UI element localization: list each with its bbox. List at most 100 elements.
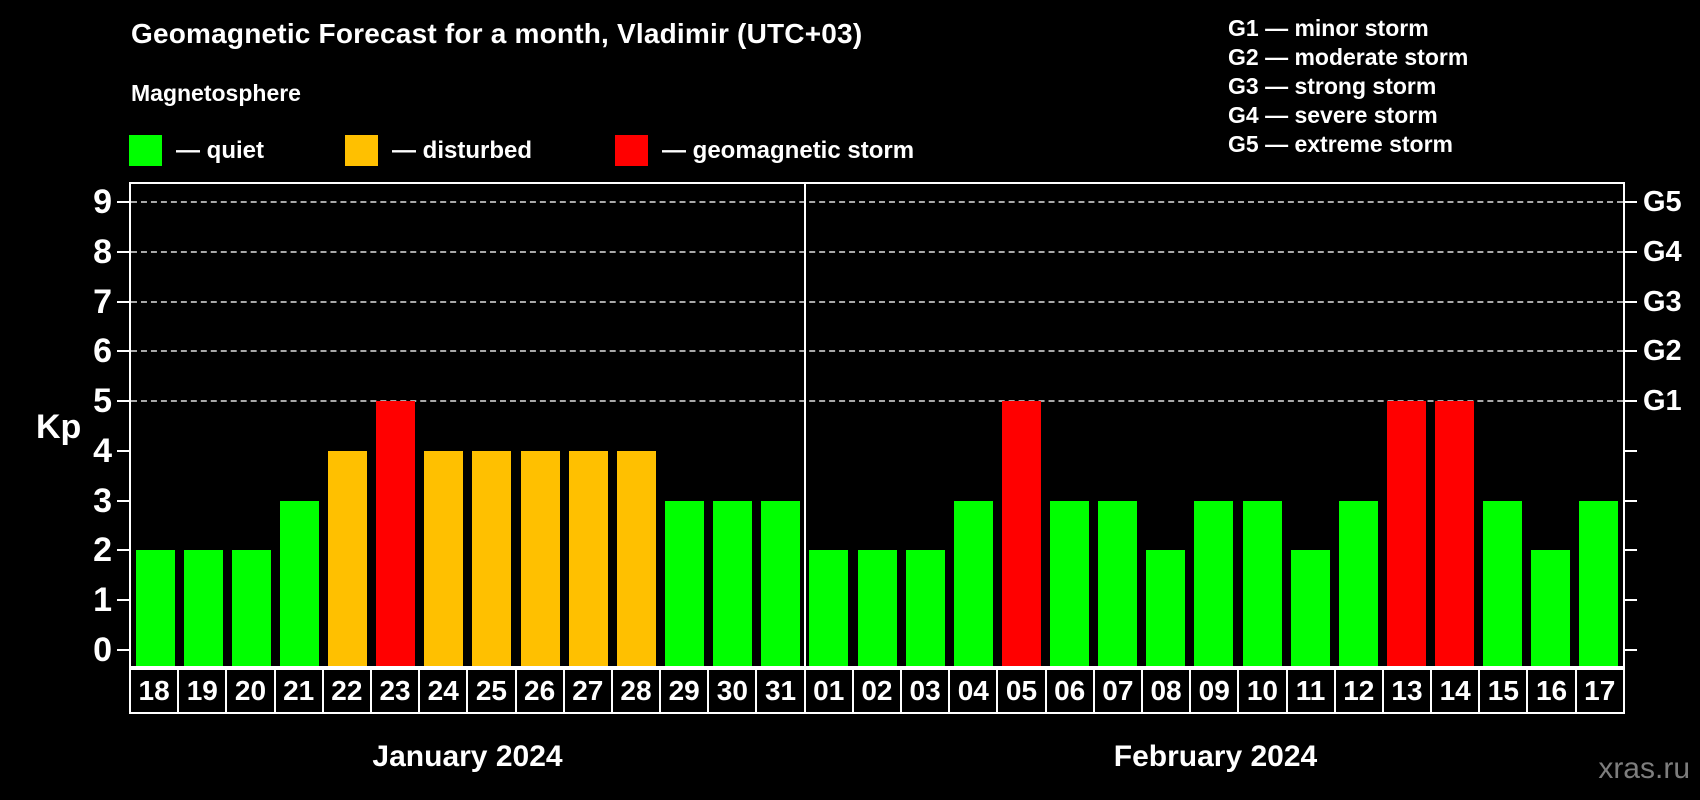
kp-bar-31 xyxy=(761,501,800,666)
quiet-color-swatch-icon xyxy=(129,134,162,166)
day-label-26: 26 xyxy=(516,668,565,714)
gridline-kp7 xyxy=(131,300,1623,303)
kp-bar-13 xyxy=(1387,401,1426,666)
page-title: Geomagnetic Forecast for a month, Vladim… xyxy=(131,18,863,49)
y-tick-label-8: 8 xyxy=(93,232,112,271)
kp-bar-10 xyxy=(1243,501,1282,666)
kp-bar-09 xyxy=(1194,501,1233,666)
day-label-20: 20 xyxy=(227,668,276,714)
y-axis-tick-right-4 xyxy=(1625,449,1637,452)
gridline-kp5 xyxy=(131,400,1623,403)
kp-bar-12 xyxy=(1339,501,1378,666)
kp-bar-26 xyxy=(521,451,560,666)
y-axis-tick-left-9 xyxy=(117,201,129,203)
y-axis-tick-right-3 xyxy=(1625,499,1637,502)
g-scale-label-g2: G2 xyxy=(1643,335,1682,368)
y-tick-label-3: 3 xyxy=(93,481,112,520)
kp-bar-28 xyxy=(617,451,656,666)
kp-bar-21 xyxy=(280,501,319,666)
y-tick-label-4: 4 xyxy=(93,431,112,470)
day-label-28: 28 xyxy=(612,668,662,714)
gridline-kp8 xyxy=(131,250,1623,253)
day-label-13: 13 xyxy=(1383,668,1433,714)
kp-bar-22 xyxy=(328,451,367,666)
g-scale-label-g3: G3 xyxy=(1643,285,1682,318)
y-tick-label-2: 2 xyxy=(93,531,112,570)
y-tick-label-0: 0 xyxy=(93,631,112,669)
day-label-24: 24 xyxy=(420,668,469,714)
kp-bar-27 xyxy=(569,451,608,666)
kp-bar-16 xyxy=(1531,550,1570,666)
y-axis-tick-right-0 xyxy=(1625,649,1637,651)
g1-legend-line: G1 — minor storm xyxy=(1228,15,1429,41)
day-label-25: 25 xyxy=(468,668,517,714)
g-scale-legend: G1 — minor storm G2 — moderate storm G3 … xyxy=(1228,14,1468,159)
kp-bar-30 xyxy=(713,501,752,666)
day-label-21: 21 xyxy=(275,668,324,714)
day-label-01: 01 xyxy=(805,668,854,714)
y-axis-tick-right-9 xyxy=(1625,201,1637,203)
kp-bar-14 xyxy=(1435,401,1474,666)
month-divider xyxy=(804,184,806,666)
kp-bar-06 xyxy=(1050,501,1089,666)
y-axis-tick-left-3 xyxy=(117,499,129,502)
day-label-29: 29 xyxy=(661,668,710,714)
y-tick-label-9: 9 xyxy=(93,183,112,221)
g-scale-label-g5: G5 xyxy=(1643,186,1682,218)
day-label-22: 22 xyxy=(323,668,372,714)
day-label-02: 02 xyxy=(853,668,902,714)
legend-item-storm: — geomagnetic storm xyxy=(615,134,914,166)
g4-legend-line: G4 — severe storm xyxy=(1228,102,1438,128)
y-axis-tick-right-2 xyxy=(1625,549,1637,552)
day-label-14: 14 xyxy=(1432,668,1481,714)
kp-bar-05 xyxy=(1002,401,1041,666)
disturbed-color-swatch-icon xyxy=(345,134,378,166)
y-axis-tick-left-6 xyxy=(117,350,129,353)
day-label-31: 31 xyxy=(757,668,806,714)
kp-bar-23 xyxy=(376,401,415,666)
kp-bar-25 xyxy=(472,451,511,666)
y-axis-tick-left-1 xyxy=(117,599,129,602)
month-label-february: February 2024 xyxy=(1113,740,1318,773)
y-axis-tick-right-5 xyxy=(1625,400,1637,403)
day-label-15: 15 xyxy=(1480,668,1529,714)
y-axis-tick-left-8 xyxy=(117,250,129,253)
day-label-06: 06 xyxy=(1046,668,1095,714)
g-scale-label-g1: G1 xyxy=(1643,385,1682,418)
y-axis-tick-right-6 xyxy=(1625,350,1637,353)
legend-quiet-label: — quiet xyxy=(176,136,264,164)
g5-legend-line: G5 — extreme storm xyxy=(1228,131,1453,157)
day-label-27: 27 xyxy=(564,668,613,714)
day-label-23: 23 xyxy=(371,668,421,714)
day-label-09: 09 xyxy=(1191,668,1240,714)
kp-bar-03 xyxy=(906,550,945,666)
day-label-03: 03 xyxy=(902,668,951,714)
y-axis-tick-left-5 xyxy=(117,400,129,403)
day-label-18: 18 xyxy=(129,668,180,714)
legend-disturbed-label: — disturbed xyxy=(392,136,533,164)
kp-bar-07 xyxy=(1098,501,1137,666)
g-scale-label-g4: G4 xyxy=(1643,235,1682,268)
magnetosphere-subtitle: Magnetosphere xyxy=(131,80,301,106)
day-label-11: 11 xyxy=(1287,668,1336,714)
kp-bar-20 xyxy=(232,550,271,666)
day-label-04: 04 xyxy=(950,668,999,714)
y-tick-label-1: 1 xyxy=(93,581,112,620)
kp-bar-18 xyxy=(136,550,175,666)
kp-bar-08 xyxy=(1146,550,1185,666)
day-label-30: 30 xyxy=(709,668,758,714)
plot-area xyxy=(129,182,1625,668)
y-axis-tick-right-1 xyxy=(1625,599,1637,602)
kp-bar-11 xyxy=(1291,550,1330,666)
kp-bar-15 xyxy=(1483,501,1522,666)
g3-legend-line: G3 — strong storm xyxy=(1228,73,1437,99)
kp-bar-17 xyxy=(1579,501,1618,666)
legend-storm-label: — geomagnetic storm xyxy=(662,136,915,164)
y-axis-tick-right-7 xyxy=(1625,300,1637,303)
day-label-12: 12 xyxy=(1335,668,1384,714)
y-axis-tick-left-4 xyxy=(117,449,129,452)
gridline-kp6 xyxy=(131,350,1623,353)
day-label-05: 05 xyxy=(998,668,1047,714)
day-label-07: 07 xyxy=(1094,668,1143,714)
